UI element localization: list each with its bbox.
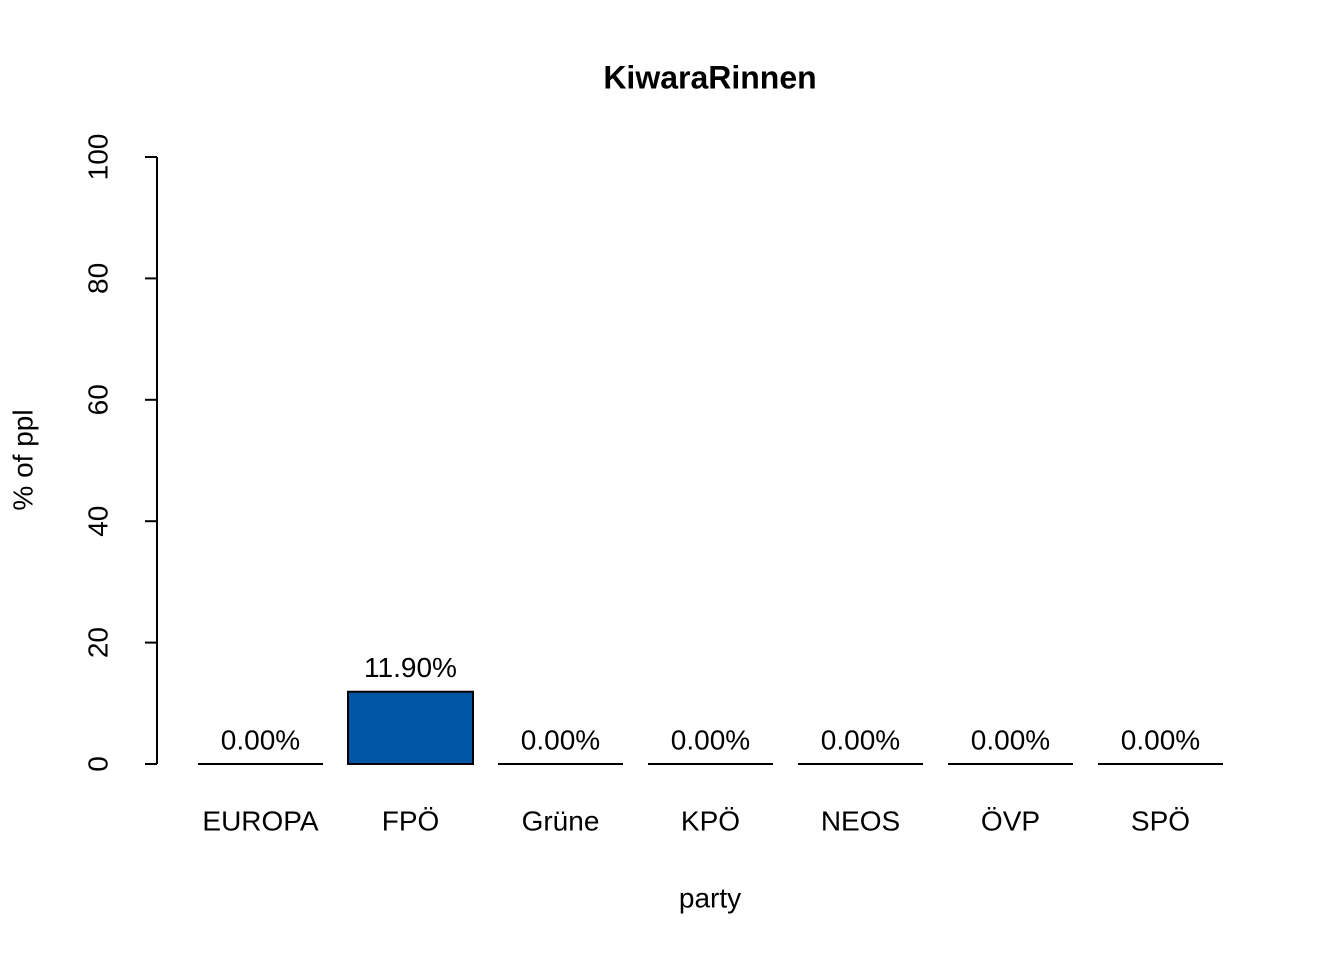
x-tick-label: Grüne (522, 805, 600, 836)
bar (347, 690, 474, 765)
value-label: 0.00% (821, 724, 900, 755)
y-axis-label: % of ppl (7, 409, 38, 510)
value-label: 11.90% (364, 652, 457, 683)
value-label: 0.00% (521, 724, 600, 755)
y-tick-label: 0 (82, 756, 113, 772)
x-tick-label: EUROPA (202, 805, 318, 836)
value-label: 0.00% (221, 724, 300, 755)
y-tick-label: 80 (82, 263, 113, 294)
value-label: 0.00% (1121, 724, 1200, 755)
x-tick-label: SPÖ (1131, 805, 1190, 836)
y-tick-label: 60 (82, 384, 113, 415)
x-tick-label: NEOS (821, 805, 900, 836)
value-label: 0.00% (671, 724, 750, 755)
x-tick-label: KPÖ (681, 805, 740, 836)
y-tick-label: 40 (82, 506, 113, 537)
chart-title: KiwaraRinnen (603, 59, 816, 95)
x-tick-label: ÖVP (981, 805, 1040, 836)
value-label: 0.00% (971, 724, 1050, 755)
y-tick-label: 20 (82, 627, 113, 658)
x-tick-label: FPÖ (382, 805, 440, 836)
y-tick-label: 100 (82, 134, 113, 181)
x-axis-label: party (679, 882, 741, 913)
